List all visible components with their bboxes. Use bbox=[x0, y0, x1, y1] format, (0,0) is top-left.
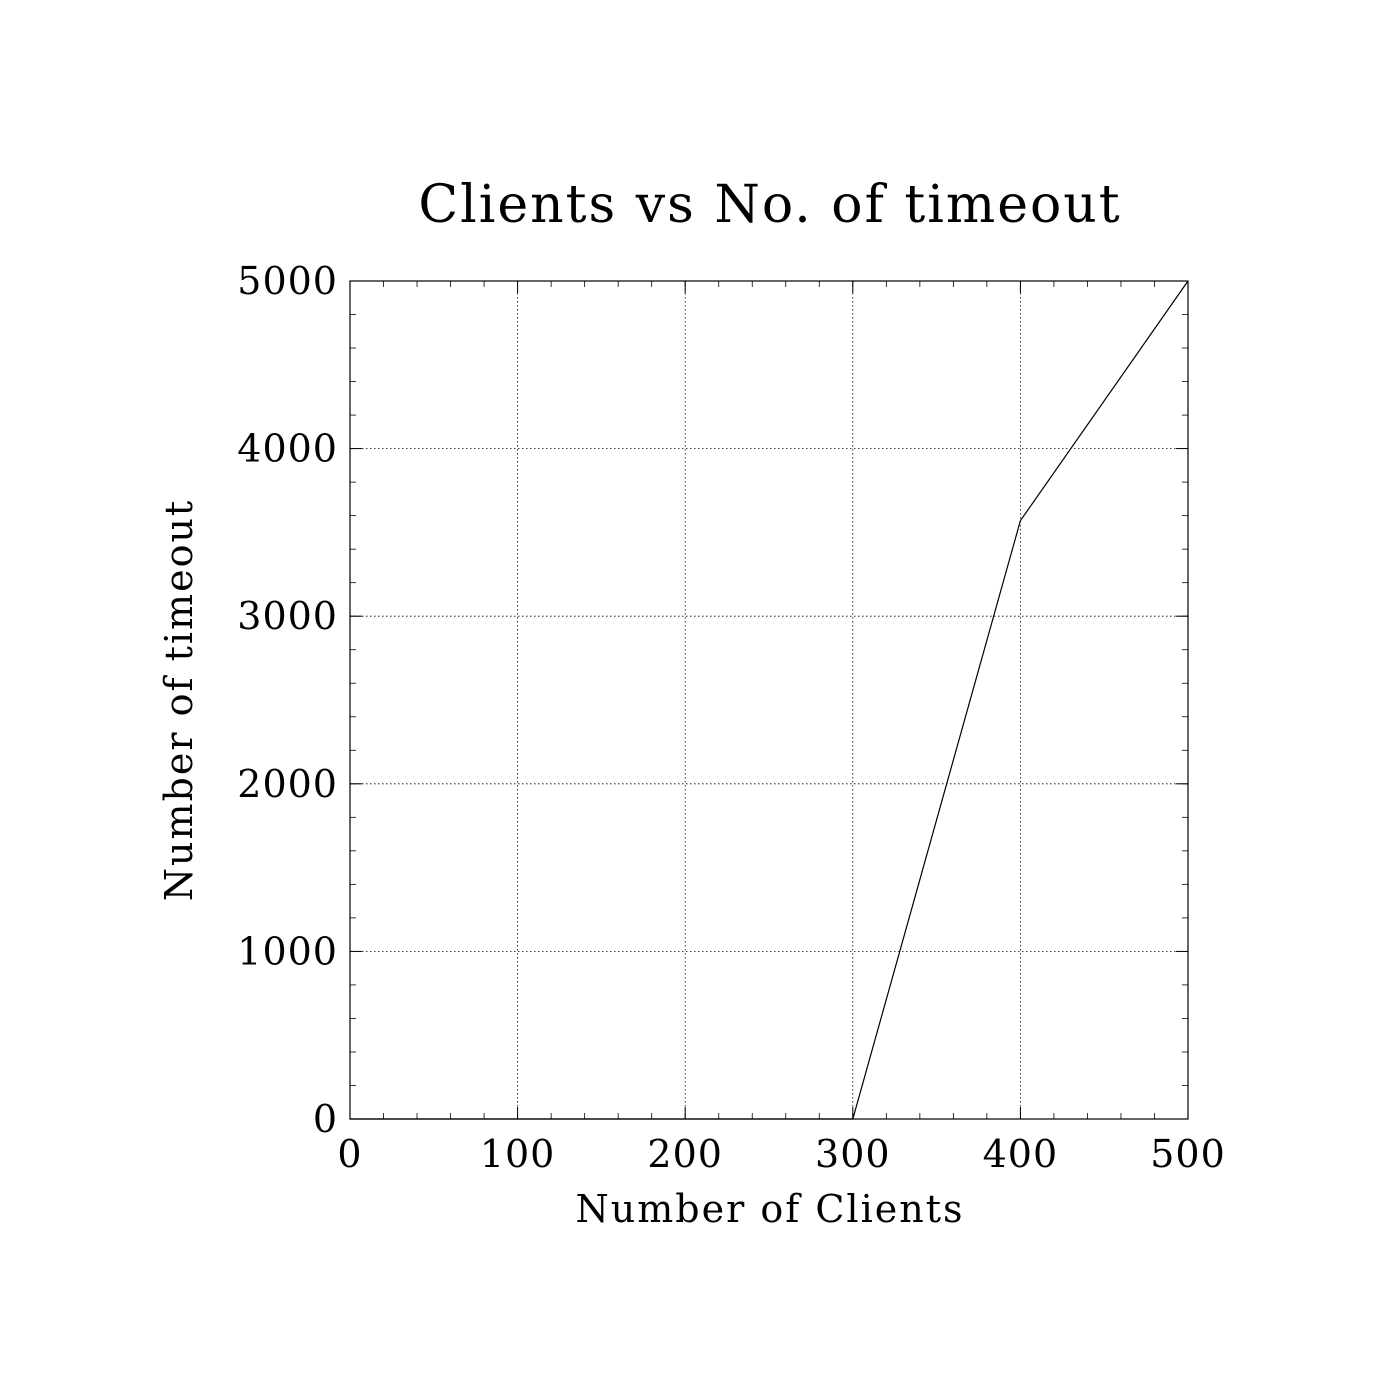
series-line bbox=[350, 280, 1189, 1120]
y-axis-label: Number of timeout bbox=[157, 499, 201, 901]
x-tick-label: 100 bbox=[480, 1132, 556, 1176]
x-axis-label: Number of Clients bbox=[576, 1187, 965, 1231]
y-tick-labels: 0 1000 2000 3000 4000 5000 bbox=[237, 259, 338, 1141]
chart-title: Clients vs No. of timeout bbox=[418, 175, 1121, 235]
y-tick-label: 3000 bbox=[237, 594, 338, 638]
y-tick-label: 1000 bbox=[237, 929, 338, 973]
y-tick-label: 5000 bbox=[237, 259, 338, 303]
x-tick-label: 200 bbox=[647, 1132, 723, 1176]
x-tick-label: 500 bbox=[1150, 1132, 1226, 1176]
series-layer bbox=[350, 280, 1189, 1120]
y-tick-label: 0 bbox=[313, 1097, 338, 1141]
y-tick-label: 2000 bbox=[237, 762, 338, 806]
x-tick-label: 0 bbox=[337, 1132, 362, 1176]
x-tick-label: 400 bbox=[983, 1132, 1059, 1176]
y-tick-label: 4000 bbox=[237, 427, 338, 471]
x-tick-labels: 0 100 200 300 400 500 bbox=[337, 1132, 1226, 1176]
x-tick-label: 300 bbox=[815, 1132, 891, 1176]
